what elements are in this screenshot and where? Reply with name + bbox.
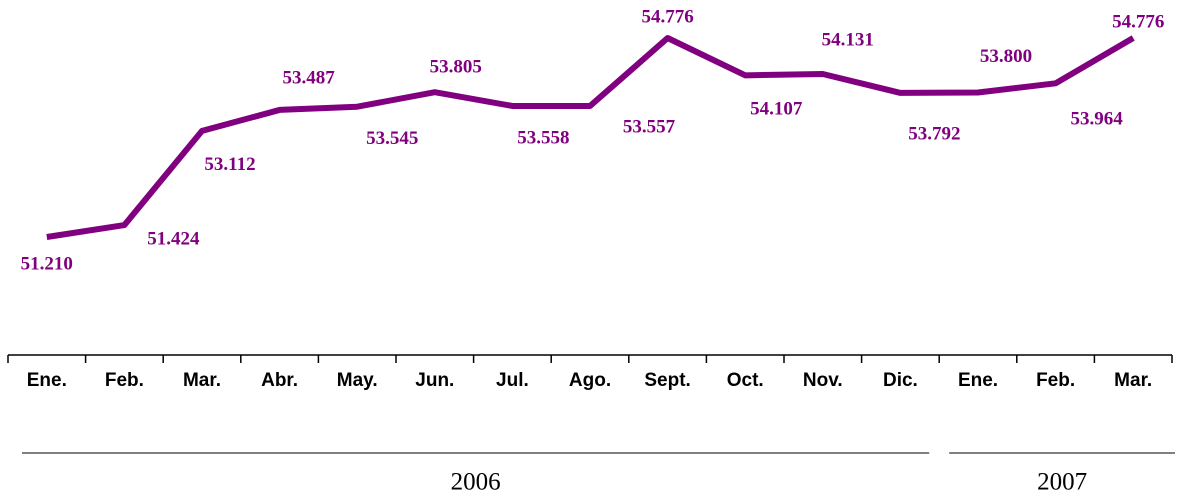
x-tick-label: Dic. (883, 370, 918, 391)
x-tick-label: Feb. (1036, 370, 1075, 391)
x-tick-label: Mar. (1114, 370, 1152, 391)
data-label: 53.545 (366, 128, 418, 149)
data-line (46, 35, 1135, 240)
x-tick-label: Ene. (27, 370, 67, 391)
x-tick-label: Abr. (261, 370, 298, 391)
data-label: 53.112 (204, 154, 255, 175)
x-tick-label: Ene. (958, 370, 998, 391)
data-label: 53.805 (430, 57, 482, 78)
data-label: 51.424 (147, 228, 200, 249)
data-label: 54.776 (641, 6, 693, 27)
data-label: 53.558 (517, 127, 569, 148)
x-tick-label: Ago. (569, 370, 611, 391)
data-label: 53.800 (980, 46, 1032, 67)
data-label: 54.131 (822, 29, 874, 50)
data-label: 53.792 (908, 123, 960, 144)
data-label: 53.557 (623, 116, 676, 137)
x-tick-label: Jun. (415, 370, 454, 391)
x-tick-label: Sept. (644, 370, 690, 391)
x-tick-label: Oct. (727, 370, 764, 391)
group-label: 2006 (451, 469, 501, 496)
group-label: 2007 (1037, 469, 1087, 496)
x-tick-label: Mar. (183, 370, 221, 391)
x-tick-label: Feb. (105, 370, 144, 391)
data-label: 54.107 (750, 99, 803, 120)
data-label: 53.487 (282, 67, 335, 88)
x-tick-label: Jul. (496, 370, 529, 391)
data-label: 54.776 (1112, 11, 1164, 32)
data-label: 53.964 (1070, 109, 1123, 130)
x-tick-label: May. (337, 370, 378, 391)
data-label: 51.210 (21, 253, 73, 274)
x-tick-label: Nov. (803, 370, 843, 391)
